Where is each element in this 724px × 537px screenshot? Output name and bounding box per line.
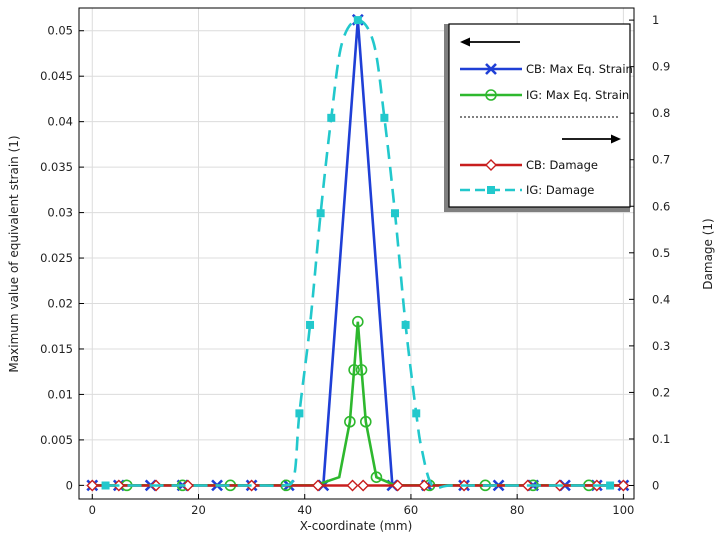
data-point: [357, 479, 370, 492]
y-right-tick-label: 0.2: [652, 385, 670, 399]
data-point: [327, 113, 336, 122]
x-tick-label: 100: [612, 503, 634, 517]
y-left-tick-label: 0.03: [47, 206, 73, 220]
data-point: [391, 479, 404, 492]
y-axis-right-label: Damage (1): [701, 218, 715, 289]
x-tick-label: 20: [191, 503, 206, 517]
y-right-tick-label: 1: [652, 13, 659, 27]
y-left-tick-label: 0.045: [40, 69, 73, 83]
legend-label: IG: Max Eq. Strain: [526, 88, 629, 102]
data-point: [380, 113, 389, 122]
axes: 0 20 40 60 80 100 0 0.005 0.01 0.015 0.02 0.025 0.03…: [40, 7, 670, 517]
x-tick-label: 0: [89, 503, 96, 517]
y-right-tick-label: 0.6: [652, 199, 670, 213]
y-left-tick-label: 0.04: [47, 115, 73, 129]
data-point: [370, 471, 383, 483]
x-tick-label: 80: [510, 503, 525, 517]
legend-entry-ig-max-eq-strain: IG: Max Eq. Strain: [460, 88, 629, 102]
legend-label: CB: Damage: [526, 158, 598, 172]
data-point: [101, 481, 110, 490]
data-point: [306, 320, 315, 329]
legend-entry-cb-damage: CB: Damage: [460, 158, 598, 172]
y-right-tick-label: 0.7: [652, 153, 670, 167]
legend-entry-ig-damage: IG: Damage: [460, 183, 594, 197]
series-ig-damage: [101, 16, 615, 490]
y-left-tick-label: 0.05: [47, 24, 73, 38]
data-point: [617, 479, 630, 492]
y-right-tick-label: 0.8: [652, 106, 670, 120]
y-left-tick-label: 0.035: [40, 160, 73, 174]
legend-marker: [487, 186, 495, 194]
y-right-tick-label: 0.3: [652, 339, 670, 353]
legend: CB: Max Eq. Strain IG: Max Eq. Strain CB: …: [444, 23, 633, 212]
y-right-tick-label: 0: [652, 479, 659, 493]
data-point: [344, 415, 356, 428]
legend-box: [448, 23, 631, 208]
data-point: [418, 479, 431, 492]
y-right-tick-label: 0.5: [652, 246, 670, 260]
legend-label: IG: Damage: [526, 183, 594, 197]
y-left-tick-label: 0: [66, 478, 73, 492]
y-left-tick-label: 0.015: [40, 342, 73, 356]
axes-frame: [78, 7, 635, 500]
data-point: [346, 479, 359, 492]
data-point: [606, 481, 615, 490]
x-tick-label: 40: [297, 503, 312, 517]
data-point: [412, 409, 421, 418]
data-point: [295, 409, 304, 418]
data-point: [391, 209, 400, 218]
data-point: [352, 315, 364, 328]
legend-marker: [485, 159, 497, 171]
x-axis-label: X-coordinate (mm): [300, 519, 413, 533]
data-point: [181, 479, 194, 492]
data-point: [401, 320, 410, 329]
series-layer: [86, 13, 630, 492]
data-point: [312, 479, 324, 492]
legend-right-axis-arrow: [562, 134, 621, 144]
y-left-tick-label: 0.01: [47, 387, 73, 401]
y-left-tick-label: 0.005: [40, 433, 73, 447]
y-right-tick-label: 0.9: [652, 60, 670, 74]
data-point: [353, 16, 362, 25]
series-line: [105, 18, 611, 490]
data-point: [359, 415, 372, 428]
y-right-tick-label: 0.4: [652, 292, 670, 306]
legend-entry-cb-max-eq-strain: CB: Max Eq. Strain: [460, 62, 633, 76]
y-left-tick-label: 0.02: [47, 297, 73, 311]
legend-left-axis-arrow: [460, 37, 520, 47]
y-right-tick-label: 0.1: [652, 432, 670, 446]
legend-label: CB: Max Eq. Strain: [526, 62, 633, 76]
y-axis-left-label: Maximum value of equivalent strain (1): [7, 135, 21, 372]
x-tick-label: 60: [404, 503, 419, 517]
data-point: [348, 364, 360, 376]
legend-items: CB: Max Eq. Strain IG: Max Eq. Strain CB: …: [460, 37, 633, 197]
data-point: [316, 209, 325, 218]
y-left-tick-label: 0.025: [40, 251, 73, 265]
legend-marker: [485, 89, 497, 101]
data-point: [86, 479, 99, 492]
legend-marker: [485, 63, 497, 75]
data-point: [355, 364, 368, 376]
